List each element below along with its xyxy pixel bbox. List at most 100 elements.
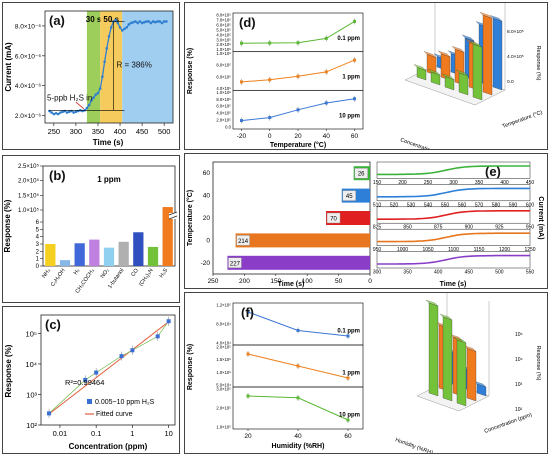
bar — [59, 260, 71, 266]
data-point — [149, 21, 153, 25]
data-point — [162, 20, 166, 23]
y-axis-label: Response (%) — [187, 48, 194, 94]
strip-frame — [376, 228, 531, 246]
subplot-label: 1 ppm — [342, 370, 360, 376]
tick-label-3d: 4.0×10⁵ — [507, 54, 524, 60]
x-axis-label: Time (s) — [278, 281, 305, 288]
category-label: NH₃ — [41, 268, 52, 280]
strip-tick-label: 1000 — [397, 247, 408, 253]
data-point — [158, 20, 162, 23]
data-point — [54, 111, 58, 115]
chart-d: 0.1 ppm1.0×10⁵2.0×10⁵3.0×10⁵4.0×10⁵5.0×1… — [187, 3, 544, 149]
data-point — [353, 58, 357, 62]
x-tick-label: 400 — [114, 127, 127, 136]
strip-tick-label: 1150 — [474, 247, 485, 253]
strip-tick-label: 510 — [373, 202, 382, 208]
y-tick-label: 5.0×10⁴ — [216, 383, 231, 388]
data-point — [296, 396, 300, 400]
data-point — [72, 111, 75, 114]
strip-tick-label: 500 — [495, 270, 504, 276]
data-point — [160, 21, 164, 25]
strip-tick-label: 560 — [458, 202, 467, 208]
data-point — [166, 319, 171, 324]
y-tick-label: 2.0×10⁻⁶ — [15, 113, 41, 120]
y-tick-label: 2.0×10⁵ — [18, 178, 40, 185]
data-point — [83, 377, 88, 382]
y-tick-label: 0 — [206, 237, 210, 244]
strip-tick-label: 400 — [500, 180, 509, 186]
tick-label-3d: 8.0×10⁵ — [507, 29, 524, 35]
subplot-frame — [232, 386, 364, 430]
panel-label: (c) — [45, 317, 61, 332]
bar3d-front — [458, 72, 469, 96]
data-point — [246, 352, 250, 356]
data-point — [346, 376, 350, 380]
axis-label-3d: Concentration (ppm) — [484, 412, 533, 435]
y-tick-label: 60 — [203, 170, 211, 177]
y-tick-label: 1.0×10⁶ — [216, 90, 231, 95]
current-trace — [377, 209, 530, 220]
x-tick-label: 100 — [302, 278, 313, 285]
y-axis-label: Temperature (°C) — [186, 190, 194, 246]
strip-tick-label: 400 — [434, 270, 443, 276]
data-point — [123, 27, 126, 31]
strip-tick-label: 550 — [526, 270, 535, 276]
y-tick-label: 5 — [36, 227, 40, 233]
strip-tick-label: 950 — [526, 225, 535, 231]
y-tick-label: 10⁴ — [25, 360, 37, 369]
data-point — [52, 112, 56, 116]
bar — [147, 246, 159, 266]
x-tick-label: 500 — [158, 127, 171, 136]
y-axis-label: Response (%) — [3, 199, 12, 252]
data-point — [50, 111, 53, 114]
x-tick-label: 40 — [294, 433, 302, 440]
band-label: 50 s — [103, 15, 119, 24]
x-tick-label: -20 — [237, 133, 247, 140]
annotation-arrow — [75, 101, 85, 110]
data-point — [125, 26, 128, 29]
bar3d-front — [466, 348, 477, 402]
y-tick-label: 1.2×10⁵ — [216, 303, 231, 308]
x-tick-label: 0.1 — [91, 429, 101, 438]
axis-break — [169, 213, 177, 219]
bar3d-top — [479, 12, 493, 19]
data-point — [296, 74, 300, 78]
data-point — [143, 20, 146, 24]
strip-tick-label: 600 — [526, 202, 535, 208]
strip-tick-label: 550 — [441, 202, 450, 208]
bar3d-front — [492, 17, 503, 91]
data-point — [246, 394, 250, 398]
data-point — [98, 87, 102, 90]
data-point — [268, 41, 272, 45]
bar — [89, 239, 100, 266]
subplot-label: 10 ppm — [339, 412, 360, 418]
data-point — [129, 21, 133, 25]
category-label: H₂ — [73, 268, 81, 276]
data-point — [324, 101, 328, 105]
value-box — [342, 190, 356, 201]
y-tick-label: 1 — [36, 257, 40, 263]
strip-tick-label: 450 — [526, 180, 535, 186]
bar-value-label: 214 — [238, 239, 249, 245]
x-axis-label: Humidity (%RH) — [272, 443, 325, 450]
data-point — [116, 21, 120, 25]
data-point — [92, 96, 95, 99]
strip-frame — [376, 184, 531, 202]
y-tick-label: 6.0×10⁵ — [216, 74, 231, 79]
strip-tick-label: 900 — [465, 225, 474, 231]
tick-label-3d: 0.0 — [507, 79, 514, 85]
data-point — [94, 93, 98, 96]
data-point — [85, 106, 89, 110]
data-point — [134, 20, 137, 23]
category-label: C₂H₅OH — [50, 268, 67, 288]
y-tick-label: 2.0×10⁵ — [216, 345, 231, 350]
bar3d-top — [413, 64, 427, 71]
x-tick-label: 300 — [70, 127, 83, 136]
x-tick-label: 1 — [130, 429, 134, 438]
bar-value-label: 227 — [230, 261, 241, 267]
data-point — [239, 41, 243, 45]
y-tick-label: 1.5×10⁵ — [18, 192, 40, 199]
y-tick-label: 6.0×10⁵ — [216, 104, 231, 109]
bar3d-top — [437, 50, 451, 57]
